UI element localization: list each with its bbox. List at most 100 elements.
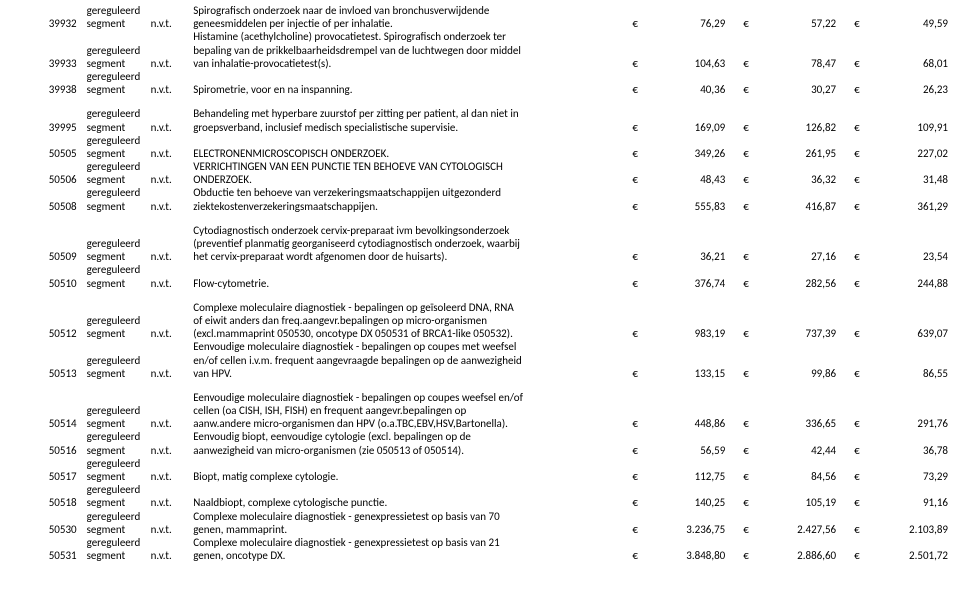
segment-cell: gereguleerd xyxy=(87,44,151,57)
currency-symbol: € xyxy=(854,470,871,483)
segment-cell: gereguleerd xyxy=(87,354,151,367)
price-cell: 2.427,56 xyxy=(760,523,854,536)
price-cell: 126,82 xyxy=(760,121,854,134)
code-cell: 50517 xyxy=(12,470,87,483)
segment-cell: segment xyxy=(87,417,151,430)
segment-cell: segment xyxy=(87,327,151,340)
nvt-cell: n.v.t. xyxy=(151,523,194,536)
price-cell: 639,07 xyxy=(871,327,948,340)
description-cell: Complexe moleculaire diagnostiek - genex… xyxy=(193,536,632,549)
nvt-cell: n.v.t. xyxy=(151,496,194,509)
price-cell: 36,21 xyxy=(649,250,743,263)
currency-symbol: € xyxy=(743,17,760,30)
price-cell: 91,16 xyxy=(871,496,948,509)
segment-cell: segment xyxy=(87,83,151,96)
currency-symbol: € xyxy=(854,523,871,536)
table-row: Eenvoudige moleculaire diagnostiek - bep… xyxy=(12,340,948,353)
price-cell: 133,15 xyxy=(649,367,743,380)
price-cell: 983,19 xyxy=(649,327,743,340)
price-cell: 76,29 xyxy=(649,17,743,30)
description-cell: Histamine (acethylcholine) provocatietes… xyxy=(193,30,632,43)
currency-symbol: € xyxy=(632,367,649,380)
nvt-cell: n.v.t. xyxy=(151,277,194,290)
segment-cell: gereguleerd xyxy=(87,186,151,199)
code-cell: 50516 xyxy=(12,444,87,457)
currency-symbol: € xyxy=(743,200,760,213)
nvt-cell: n.v.t. xyxy=(151,173,194,186)
segment-cell: segment xyxy=(87,121,151,134)
currency-symbol: € xyxy=(632,17,649,30)
description-cell: Behandeling met hyperbare zuurstof per z… xyxy=(193,107,632,120)
segment-cell: segment xyxy=(87,17,151,30)
table-row: 50530segmentn.v.t.genen, mammaprint.€3.2… xyxy=(12,523,948,536)
segment-cell: gereguleerd xyxy=(87,134,151,147)
table-row: gereguleerd xyxy=(12,134,948,147)
price-cell: 73,29 xyxy=(871,470,948,483)
table-row: 39938segmentn.v.t.Spirometrie, voor en n… xyxy=(12,83,948,96)
segment-cell: segment xyxy=(87,444,151,457)
price-cell: 2.103,89 xyxy=(871,523,948,536)
table-row: gereguleerdEenvoudig biopt, eenvoudige c… xyxy=(12,430,948,443)
price-cell: 282,56 xyxy=(760,277,854,290)
nvt-cell: n.v.t. xyxy=(151,444,194,457)
description-cell: Cytodiagnostisch onderzoek cervix-prepar… xyxy=(193,224,632,237)
price-cell: 555,83 xyxy=(649,200,743,213)
segment-cell: gereguleerd xyxy=(87,510,151,523)
currency-symbol: € xyxy=(743,417,760,430)
currency-symbol: € xyxy=(743,173,760,186)
code-cell: 50518 xyxy=(12,496,87,509)
currency-symbol: € xyxy=(632,417,649,430)
table-row: 39995segmentn.v.t.groepsverband, inclusi… xyxy=(12,121,948,134)
currency-symbol: € xyxy=(743,121,760,134)
price-cell: 2.501,72 xyxy=(871,549,948,562)
price-cell: 56,59 xyxy=(649,444,743,457)
table-row: 50514segmentn.v.t.aanw.andere micro-orga… xyxy=(12,417,948,430)
segment-cell: segment xyxy=(87,277,151,290)
table-row: Histamine (acethylcholine) provocatietes… xyxy=(12,30,948,43)
description-cell: aanw.andere micro-organismen dan HPV (o.… xyxy=(193,417,632,430)
description-cell: (excl.mammaprint 050530, oncotype DX 050… xyxy=(193,327,632,340)
currency-symbol: € xyxy=(854,444,871,457)
currency-symbol: € xyxy=(854,57,871,70)
currency-symbol: € xyxy=(743,444,760,457)
currency-symbol: € xyxy=(743,83,760,96)
description-cell: Obductie ten behoeve van verzekeringsmaa… xyxy=(193,186,632,199)
currency-symbol: € xyxy=(854,121,871,134)
currency-symbol: € xyxy=(854,17,871,30)
nvt-cell: n.v.t. xyxy=(151,549,194,562)
price-cell: 112,75 xyxy=(649,470,743,483)
description-cell: ziektekostenverzekeringsmaatschappijen. xyxy=(193,200,632,213)
description-cell: Complexe moleculaire diagnostiek - genex… xyxy=(193,510,632,523)
price-cell: 140,25 xyxy=(649,496,743,509)
table-row: 50513segmentn.v.t.van HPV.€133,15€99,86€… xyxy=(12,367,948,380)
segment-cell: gereguleerd xyxy=(87,457,151,470)
currency-symbol: € xyxy=(854,277,871,290)
segment-cell: gereguleerd xyxy=(87,70,151,83)
price-cell: 31,48 xyxy=(871,173,948,186)
currency-symbol: € xyxy=(743,549,760,562)
segment-cell: segment xyxy=(87,250,151,263)
table-row: gereguleerden/of cellen i.v.m. frequent … xyxy=(12,354,948,367)
currency-symbol: € xyxy=(854,367,871,380)
description-cell: cellen (oa CISH, ISH, FISH) en frequent … xyxy=(193,404,632,417)
description-cell: ONDERZOEK. xyxy=(193,173,632,186)
code-cell: 39938 xyxy=(12,83,87,96)
currency-symbol: € xyxy=(854,83,871,96)
table-row: gereguleerd xyxy=(12,483,948,496)
segment-cell: segment xyxy=(87,523,151,536)
price-cell: 448,86 xyxy=(649,417,743,430)
currency-symbol: € xyxy=(632,173,649,186)
price-cell: 349,26 xyxy=(649,147,743,160)
nvt-cell: n.v.t. xyxy=(151,121,194,134)
description-cell: bepaling van de prikkelbaarheidsdrempel … xyxy=(193,44,632,57)
price-cell: 261,95 xyxy=(760,147,854,160)
table-row: gereguleerd xyxy=(12,70,948,83)
description-cell: geneesmiddelen per injectie of per inhal… xyxy=(193,17,632,30)
segment-cell: gereguleerd xyxy=(87,430,151,443)
price-cell: 104,63 xyxy=(649,57,743,70)
code-cell: 50505 xyxy=(12,147,87,160)
code-cell: 39933 xyxy=(12,57,87,70)
price-cell: 27,16 xyxy=(760,250,854,263)
price-cell: 416,87 xyxy=(760,200,854,213)
currency-symbol: € xyxy=(743,523,760,536)
